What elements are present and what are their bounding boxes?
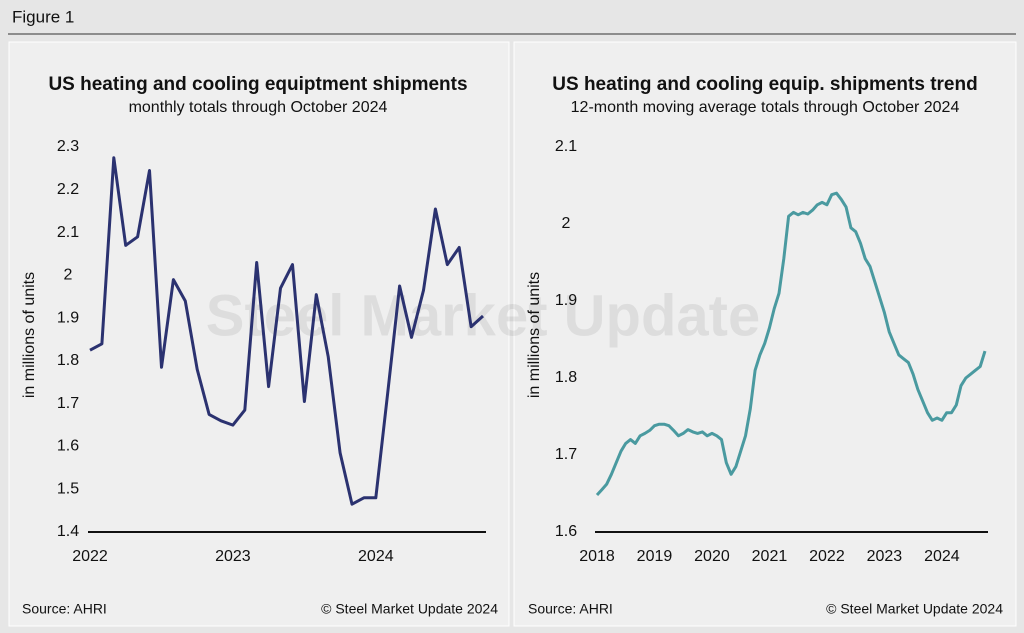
chart-subtitle: monthly totals through October 2024 <box>129 99 388 116</box>
y-tick-label: 2.3 <box>57 138 79 155</box>
y-axis-label: in millions of units <box>21 272 38 398</box>
x-tick-label: 2023 <box>215 548 251 565</box>
y-tick-label: 1.7 <box>555 446 577 463</box>
x-tick-label: 2024 <box>924 548 960 565</box>
chart-title: US heating and cooling equiptment shipme… <box>48 74 467 95</box>
y-tick-label: 1.6 <box>57 438 79 455</box>
x-tick-label: 2022 <box>809 548 845 565</box>
y-tick-label: 1.4 <box>57 523 79 540</box>
x-tick-label: 2024 <box>358 548 394 565</box>
copyright: © Steel Market Update 2024 <box>321 601 498 617</box>
y-tick-label: 1.8 <box>57 352 79 369</box>
y-tick-label: 1.9 <box>555 292 577 309</box>
y-tick-label: 1.9 <box>57 309 79 326</box>
y-tick-label: 2.2 <box>57 181 79 198</box>
y-tick-label: 1.7 <box>57 395 79 412</box>
x-tick-label: 2021 <box>752 548 788 565</box>
y-tick-label: 2 <box>562 215 571 232</box>
y-tick-label: 1.5 <box>57 480 79 497</box>
figure-title: Figure 1 <box>12 7 74 26</box>
y-tick-label: 2.1 <box>57 224 79 241</box>
x-tick-label: 2018 <box>579 548 615 565</box>
watermark: Steel Market Update <box>206 283 760 348</box>
data-line <box>595 191 987 497</box>
panel <box>8 41 510 627</box>
source: Source: AHRI <box>22 601 107 617</box>
source: Source: AHRI <box>528 601 613 617</box>
y-tick-label: 1.8 <box>555 369 577 386</box>
panel <box>513 41 1017 627</box>
x-tick-label: 2022 <box>72 548 108 565</box>
chart-title: US heating and cooling equip. shipments … <box>552 74 977 95</box>
y-tick-label: 2.1 <box>555 138 577 155</box>
x-tick-label: 2019 <box>637 548 673 565</box>
data-line <box>89 156 485 506</box>
copyright: © Steel Market Update 2024 <box>826 601 1003 617</box>
y-axis-label: in millions of units <box>526 272 543 398</box>
y-tick-label: 2 <box>64 267 73 284</box>
chart-subtitle: 12-month moving average totals through O… <box>571 99 960 116</box>
x-tick-label: 2020 <box>694 548 730 565</box>
x-tick-label: 2023 <box>867 548 903 565</box>
y-tick-label: 1.6 <box>555 523 577 540</box>
